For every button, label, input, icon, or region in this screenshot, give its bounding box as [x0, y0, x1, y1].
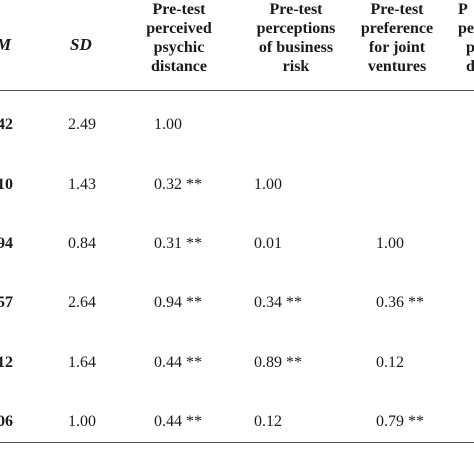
cell-c1: 0.44 ** — [154, 413, 202, 430]
header-m: M — [0, 35, 11, 55]
cell-c2: 0.12 — [254, 413, 282, 430]
table-row: 94 0.84 0.31 ** 0.01 1.00 — [0, 235, 474, 259]
cell-c3: 0.79 ** — [376, 413, 424, 430]
cell-c3: 0.36 ** — [376, 294, 424, 311]
cell-m: 06 — [0, 413, 13, 430]
cell-sd: 1.43 — [68, 176, 96, 193]
cell-m: 94 — [0, 235, 13, 252]
header-rule — [0, 90, 474, 91]
table-row: 57 2.64 0.94 ** 0.34 ** 0.36 ** — [0, 294, 474, 318]
cell-sd: 2.49 — [68, 116, 96, 133]
cell-c1: 0.44 ** — [154, 354, 202, 371]
header-joint-ventures: Pre-test preference for joint ventures — [360, 1, 434, 75]
cell-c1: 0.31 ** — [154, 235, 202, 252]
cell-c2: 0.89 ** — [254, 354, 302, 371]
cell-c1: 0.94 ** — [154, 294, 202, 311]
cell-c3: 0.12 — [376, 354, 404, 371]
bottom-rule — [0, 442, 474, 443]
cell-sd: 2.64 — [68, 294, 96, 311]
cell-c2: 0.34 ** — [254, 294, 302, 311]
cell-m: 12 — [0, 354, 13, 371]
table-row: 06 1.00 0.44 ** 0.12 0.79 ** — [0, 413, 474, 437]
cell-c3: 1.00 — [376, 235, 404, 252]
cell-c2: 1.00 — [254, 176, 282, 193]
table-row: 12 1.64 0.44 ** 0.89 ** 0.12 — [0, 354, 474, 378]
cell-sd: 1.00 — [68, 413, 96, 430]
cell-c1: 0.32 ** — [154, 176, 202, 193]
header-psychic-distance: Pre-test perceived psychic distance — [146, 1, 212, 75]
cell-sd: 1.64 — [68, 354, 96, 371]
cell-m: 57 — [0, 294, 13, 311]
cell-c1: 1.00 — [154, 116, 182, 133]
cell-m: 42 — [0, 116, 13, 133]
table-row: 42 2.49 1.00 — [0, 116, 474, 140]
header-sd: SD — [70, 35, 92, 54]
cell-c2: 0.01 — [254, 235, 282, 252]
header-business-risk: Pre-test perceptions of business risk — [256, 1, 336, 75]
header-partial-column: P pe p d — [458, 1, 474, 75]
table-row: 10 1.43 0.32 ** 1.00 — [0, 176, 474, 200]
cell-m: 10 — [0, 176, 13, 193]
cell-sd: 0.84 — [68, 235, 96, 252]
